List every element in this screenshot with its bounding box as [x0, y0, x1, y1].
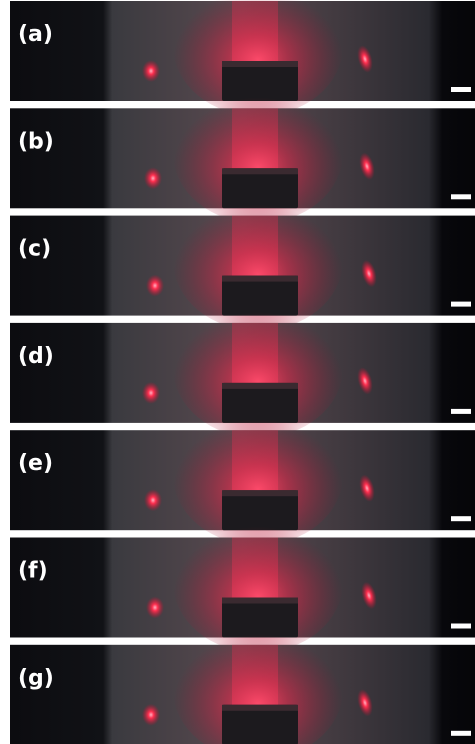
- scale-bar: [451, 87, 471, 92]
- laser-spot: [142, 60, 160, 82]
- mount-top: [222, 383, 298, 389]
- laser-spot: [142, 382, 160, 404]
- panel-label: (a): [18, 22, 53, 47]
- panel-label: (g): [18, 666, 54, 691]
- scale-bar: [451, 194, 471, 199]
- scale-bar: [451, 302, 471, 307]
- scale-bar: [451, 624, 471, 629]
- laser-spot: [144, 167, 162, 189]
- panel-label: (b): [18, 129, 54, 154]
- panel-label: (e): [18, 451, 53, 476]
- scale-bar: [451, 409, 471, 414]
- laser-spot: [142, 704, 160, 726]
- mount-top: [222, 168, 298, 174]
- panel-label: (c): [18, 237, 51, 262]
- scale-bar: [451, 731, 471, 736]
- mount-top: [222, 61, 298, 67]
- mount-top: [222, 598, 298, 604]
- mount-top: [222, 276, 298, 282]
- mount-top: [222, 490, 298, 496]
- laser-spot: [146, 597, 164, 619]
- laser-spot: [144, 489, 162, 511]
- figure: (a) (b) (c) (d) (e) (f) (g): [0, 0, 475, 744]
- mount-top: [222, 705, 298, 711]
- panel-label: (f): [18, 559, 48, 584]
- panel-label: (d): [18, 344, 54, 369]
- scale-bar: [451, 516, 471, 521]
- laser-spot: [146, 275, 164, 297]
- panel: (g): [10, 620, 475, 744]
